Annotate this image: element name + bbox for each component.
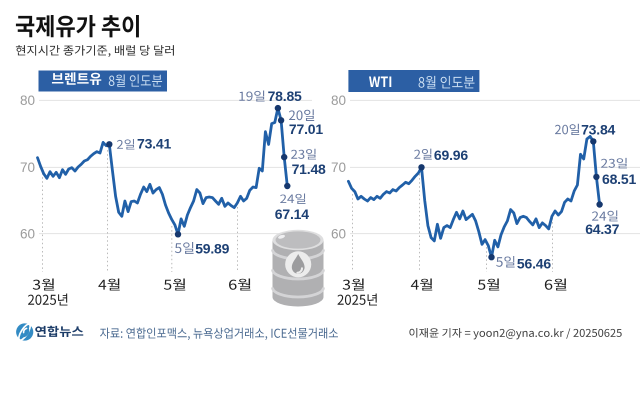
svg-text:80: 80 — [331, 93, 346, 108]
svg-text:59.89: 59.89 — [195, 241, 229, 257]
svg-text:70: 70 — [331, 160, 346, 175]
svg-text:80: 80 — [20, 93, 35, 108]
svg-text:71.48: 71.48 — [292, 161, 326, 177]
svg-text:64.37: 64.37 — [585, 221, 619, 237]
svg-text:67.14: 67.14 — [275, 206, 309, 222]
svg-text:60: 60 — [331, 226, 346, 241]
svg-text:77.01: 77.01 — [289, 121, 323, 137]
svg-text:68.51: 68.51 — [602, 171, 636, 187]
svg-text:60: 60 — [20, 226, 35, 241]
svg-text:56.46: 56.46 — [517, 256, 551, 272]
svg-text:73.84: 73.84 — [581, 122, 615, 138]
svg-text:73.41: 73.41 — [137, 136, 171, 152]
svg-text:78.85: 78.85 — [268, 88, 302, 104]
svg-text:70: 70 — [20, 160, 35, 175]
svg-text:69.96: 69.96 — [434, 147, 468, 163]
